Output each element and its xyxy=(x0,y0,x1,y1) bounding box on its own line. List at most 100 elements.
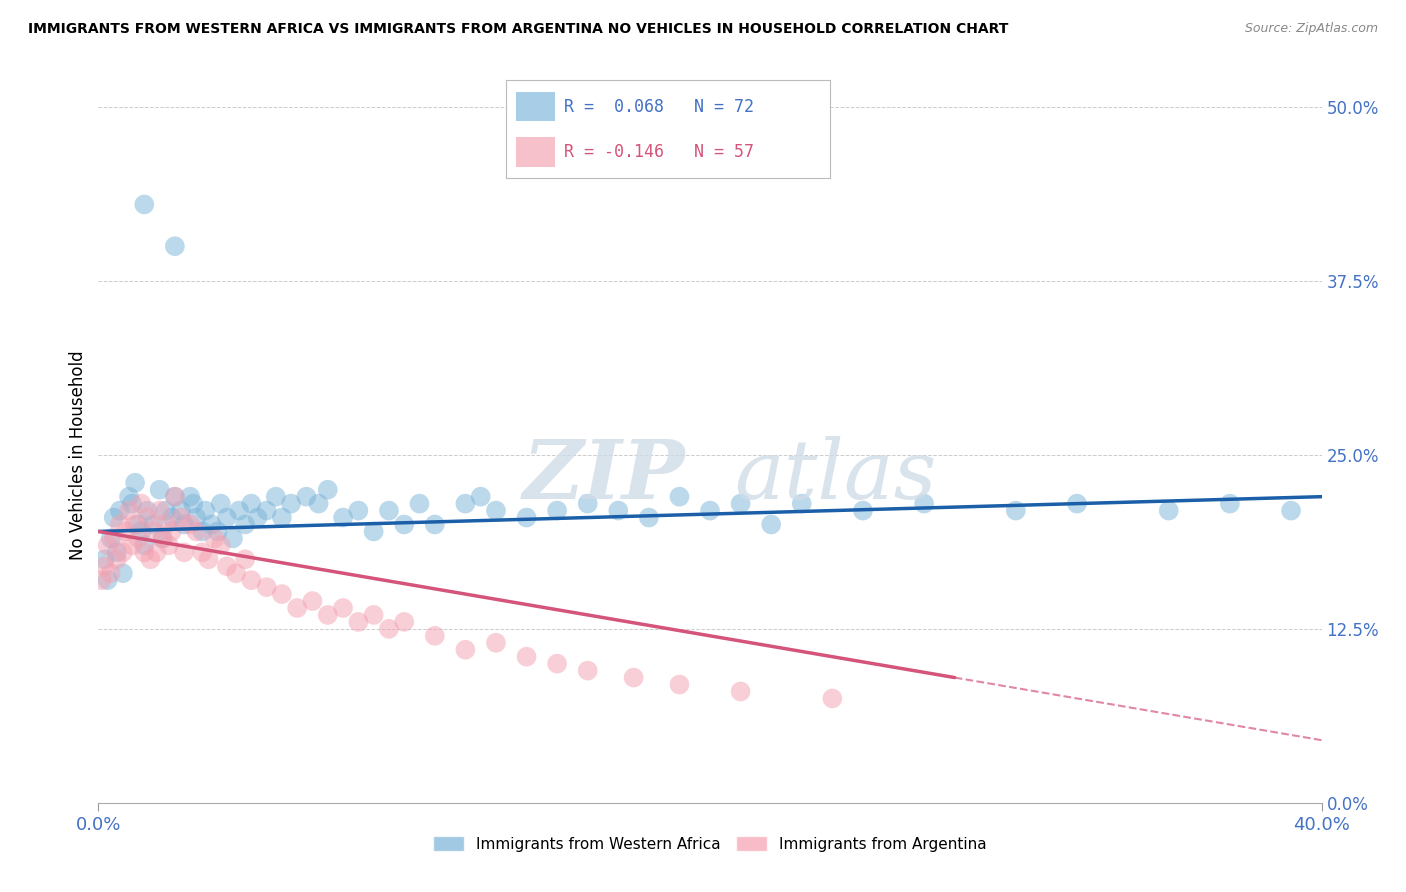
Point xyxy=(423,517,446,532)
Point xyxy=(121,497,143,511)
Point xyxy=(173,517,195,532)
Point xyxy=(136,510,159,524)
Point xyxy=(160,524,183,539)
Point xyxy=(170,510,193,524)
Point xyxy=(105,545,128,559)
Point xyxy=(186,524,208,539)
Point xyxy=(200,517,222,532)
Legend: Immigrants from Western Africa, Immigrants from Argentina: Immigrants from Western Africa, Immigran… xyxy=(427,830,993,858)
Point xyxy=(209,497,232,511)
Point xyxy=(191,524,214,539)
Point xyxy=(152,532,174,546)
Point xyxy=(378,622,401,636)
Point xyxy=(668,490,690,504)
Point xyxy=(638,510,661,524)
Point xyxy=(225,566,247,581)
Point xyxy=(121,538,143,552)
Point xyxy=(209,538,232,552)
Point xyxy=(730,497,752,511)
Point xyxy=(316,483,339,497)
Point xyxy=(108,503,131,517)
Point xyxy=(194,503,217,517)
Point xyxy=(546,657,568,671)
Point xyxy=(308,497,330,511)
Point xyxy=(134,197,156,211)
Point xyxy=(607,503,630,517)
Point xyxy=(912,497,935,511)
Point xyxy=(256,503,278,517)
Point xyxy=(97,538,120,552)
Point xyxy=(295,490,318,504)
Point xyxy=(1004,503,1026,517)
Point xyxy=(142,524,165,539)
Point xyxy=(233,517,256,532)
Point xyxy=(240,497,263,511)
Point xyxy=(145,545,167,559)
Point xyxy=(470,490,492,504)
Point xyxy=(215,510,238,524)
Point xyxy=(730,684,752,698)
Point xyxy=(246,510,269,524)
Point xyxy=(821,691,844,706)
Point xyxy=(155,517,177,532)
Y-axis label: No Vehicles in Household: No Vehicles in Household xyxy=(69,350,87,560)
Point xyxy=(392,615,416,629)
Point xyxy=(485,636,508,650)
Point xyxy=(1279,503,1302,517)
Point xyxy=(516,649,538,664)
Point xyxy=(157,538,180,552)
Text: R =  0.068   N = 72: R = 0.068 N = 72 xyxy=(564,98,755,116)
Point xyxy=(454,497,477,511)
Point xyxy=(170,503,193,517)
Point xyxy=(115,524,138,539)
Point xyxy=(105,552,128,566)
Point xyxy=(136,503,159,517)
Point xyxy=(179,490,201,504)
Point xyxy=(392,517,416,532)
Point xyxy=(270,510,294,524)
Point xyxy=(222,532,245,546)
Point xyxy=(852,503,875,517)
Point xyxy=(301,594,323,608)
Point xyxy=(103,532,125,546)
Point xyxy=(516,510,538,524)
Point xyxy=(163,490,186,504)
Text: IMMIGRANTS FROM WESTERN AFRICA VS IMMIGRANTS FROM ARGENTINA NO VEHICLES IN HOUSE: IMMIGRANTS FROM WESTERN AFRICA VS IMMIGR… xyxy=(28,22,1008,37)
Bar xyxy=(516,92,554,121)
Point xyxy=(100,532,122,546)
Point xyxy=(270,587,294,601)
Point xyxy=(228,503,250,517)
Point xyxy=(127,532,149,546)
Point xyxy=(111,545,134,559)
Point xyxy=(332,510,354,524)
Point xyxy=(186,510,208,524)
Point xyxy=(256,580,278,594)
Point xyxy=(790,497,813,511)
Point xyxy=(363,524,385,539)
Point xyxy=(155,503,177,517)
Point xyxy=(363,607,385,622)
Point xyxy=(207,524,229,539)
Point xyxy=(215,559,238,574)
Point xyxy=(127,517,149,532)
Text: ZIP: ZIP xyxy=(523,436,686,516)
Point xyxy=(134,545,156,559)
Point xyxy=(160,510,183,524)
Point xyxy=(90,573,112,587)
Bar xyxy=(516,137,554,167)
Point xyxy=(485,503,508,517)
Point xyxy=(197,552,219,566)
Point xyxy=(347,503,370,517)
Point xyxy=(142,517,165,532)
Point xyxy=(191,545,214,559)
Text: R = -0.146   N = 57: R = -0.146 N = 57 xyxy=(564,143,755,161)
Point xyxy=(332,601,354,615)
Point xyxy=(576,664,599,678)
Point xyxy=(152,532,174,546)
Point xyxy=(149,483,172,497)
Point xyxy=(118,503,141,517)
Point xyxy=(124,475,146,490)
Point xyxy=(623,671,645,685)
Text: Source: ZipAtlas.com: Source: ZipAtlas.com xyxy=(1244,22,1378,36)
Point xyxy=(1157,503,1180,517)
